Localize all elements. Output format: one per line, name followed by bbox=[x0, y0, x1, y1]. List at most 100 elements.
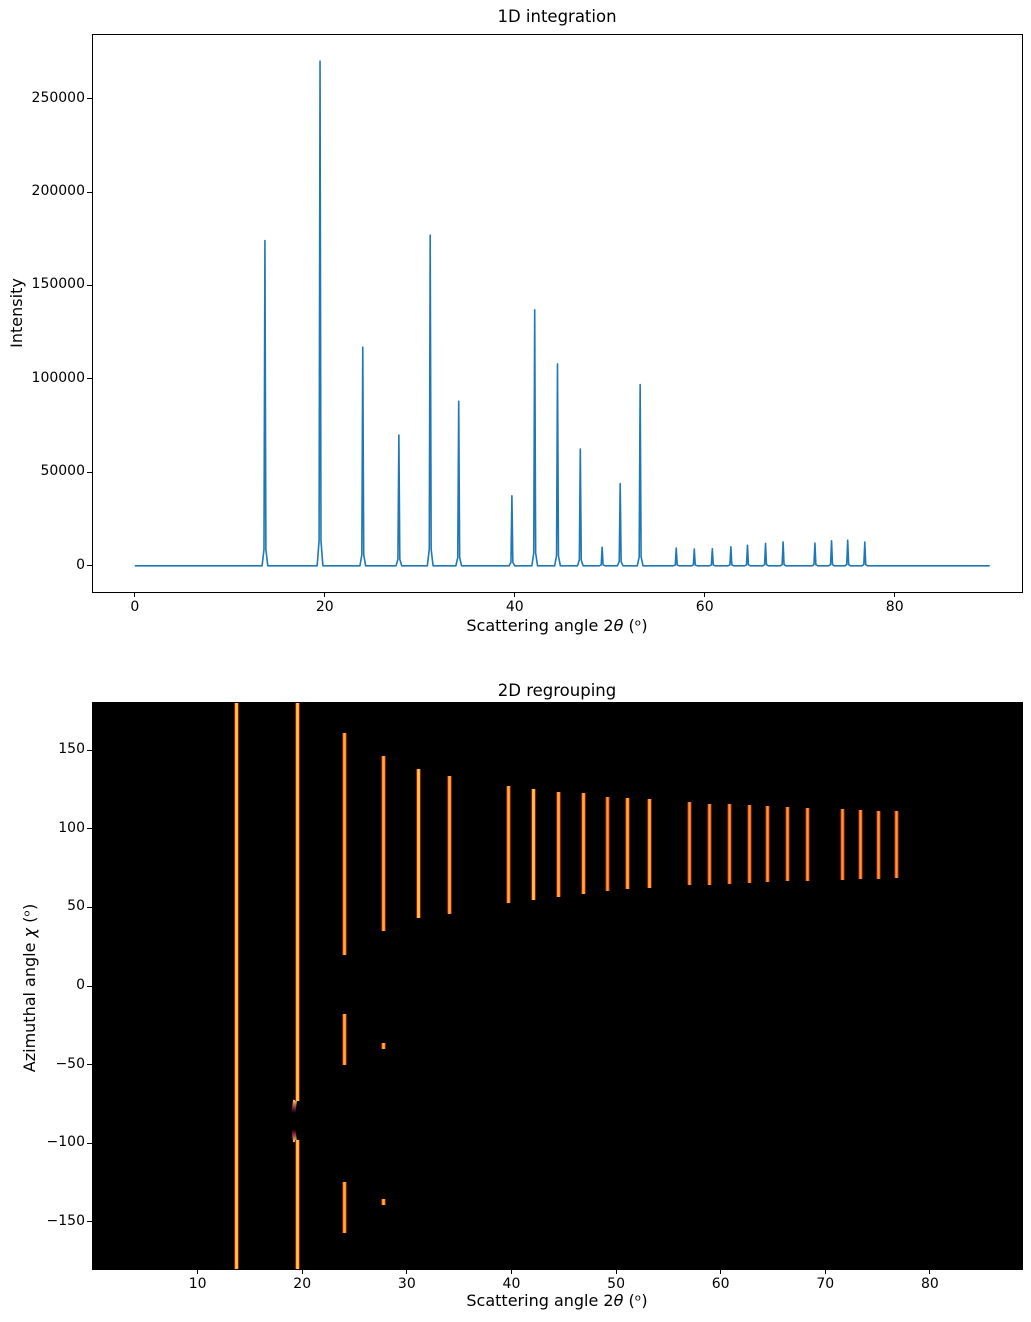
y-tick-label: −150 bbox=[46, 1212, 85, 1229]
theta-symbol: θ bbox=[613, 1291, 624, 1310]
x-tick-mark bbox=[197, 1270, 199, 1274]
1d-x-axis-label-pre: Scattering angle 2 bbox=[466, 616, 614, 635]
x-tick-label: 40 bbox=[502, 1276, 521, 1292]
x-tick-label: 60 bbox=[711, 1276, 730, 1292]
intensity-line bbox=[134, 60, 990, 567]
x-tick-mark bbox=[324, 593, 326, 597]
x-tick-label: 80 bbox=[921, 1276, 939, 1292]
x-tick-mark bbox=[929, 1270, 931, 1274]
2d-x-axis-label: Scattering angle 2θ (ᵒ) bbox=[357, 1291, 757, 1310]
y-tick-label: 50000 bbox=[40, 463, 85, 480]
diffraction-ring-stripe bbox=[646, 798, 654, 888]
x-tick-label: 20 bbox=[293, 1276, 312, 1292]
y-tick-label: 200000 bbox=[31, 183, 85, 199]
x-tick-label: 60 bbox=[695, 599, 714, 615]
1d-x-axis-label: Scattering angle 2θ (ᵒ) bbox=[357, 616, 757, 635]
y-tick-mark bbox=[87, 906, 92, 908]
diffraction-ring-stripe bbox=[380, 756, 388, 931]
diffraction-ring-stripe bbox=[293, 703, 301, 1101]
diffraction-ring-stripe bbox=[340, 1181, 348, 1233]
1d-plot-area bbox=[92, 34, 1023, 593]
x-tick-label: 0 bbox=[130, 599, 140, 615]
diffraction-ring-stripe bbox=[874, 810, 882, 880]
y-tick-label: 250000 bbox=[31, 89, 85, 106]
x-tick-label: 20 bbox=[315, 599, 334, 615]
diffraction-ring-stripe bbox=[380, 1043, 388, 1049]
x-tick-mark bbox=[704, 593, 706, 597]
x-tick-label: 70 bbox=[816, 1276, 835, 1292]
y-tick-label: 150000 bbox=[31, 276, 85, 293]
2d-x-axis-label-post: (ᵒ) bbox=[623, 1291, 648, 1310]
diffraction-ring-stripe bbox=[232, 703, 240, 1269]
diffraction-ring-stripe bbox=[784, 806, 792, 882]
2d-y-axis-label-pre: Azimuthal angle bbox=[20, 937, 39, 1073]
x-tick-label: 80 bbox=[885, 599, 904, 615]
chi-symbol: χ bbox=[20, 927, 39, 938]
diffraction-ring-stripe bbox=[838, 809, 846, 880]
diffraction-ring-stripe bbox=[529, 788, 537, 900]
y-tick-label: 0 bbox=[76, 556, 85, 573]
y-tick-mark bbox=[87, 471, 92, 473]
y-tick-label: 100000 bbox=[31, 369, 85, 386]
x-tick-mark bbox=[894, 593, 896, 597]
x-tick-mark bbox=[615, 1270, 617, 1274]
diffraction-ring-stripe bbox=[555, 791, 563, 898]
diffraction-ring-stripe bbox=[685, 802, 693, 886]
y-tick-label: 0 bbox=[76, 977, 85, 993]
y-tick-label: 150 bbox=[58, 741, 85, 758]
x-tick-label: 10 bbox=[188, 1276, 207, 1292]
y-tick-mark bbox=[87, 378, 92, 380]
x-tick-label: 50 bbox=[607, 1276, 625, 1292]
y-tick-mark bbox=[87, 1142, 92, 1144]
y-tick-mark bbox=[87, 985, 92, 987]
2d-x-axis-label-pre: Scattering angle 2 bbox=[466, 1291, 614, 1310]
y-tick-mark bbox=[87, 191, 92, 193]
diffraction-ring-stripe bbox=[414, 769, 422, 919]
1d-plot-title: 1D integration bbox=[497, 7, 617, 26]
2d-plot-area bbox=[92, 702, 1023, 1270]
y-tick-mark bbox=[87, 565, 92, 567]
theta-symbol: θ bbox=[613, 616, 624, 635]
diffraction-ring-stripe bbox=[764, 805, 772, 883]
y-tick-mark bbox=[87, 1221, 92, 1223]
1d-x-axis-label-post: (ᵒ) bbox=[623, 616, 648, 635]
x-tick-mark bbox=[514, 593, 516, 597]
y-tick-mark bbox=[87, 1064, 92, 1066]
x-tick-mark bbox=[134, 593, 136, 597]
y-tick-mark bbox=[87, 828, 92, 830]
diffraction-ring-stripe bbox=[856, 809, 864, 880]
y-tick-mark bbox=[87, 284, 92, 286]
y-tick-mark bbox=[87, 98, 92, 100]
y-tick-label: 50 bbox=[67, 898, 85, 915]
diffraction-ring-stripe bbox=[580, 793, 588, 894]
x-tick-mark bbox=[824, 1270, 826, 1274]
x-tick-mark bbox=[301, 1270, 303, 1274]
diffraction-ring-stripe bbox=[340, 1013, 348, 1066]
diffraction-ring-stripe bbox=[446, 776, 454, 914]
2d-plot-title: 2D regrouping bbox=[497, 681, 617, 700]
diffraction-ring-stripe bbox=[624, 798, 632, 890]
diffraction-ring-stripe bbox=[893, 811, 901, 879]
x-tick-mark bbox=[406, 1270, 408, 1274]
diffraction-ring-stripe bbox=[504, 786, 512, 903]
diffraction-ring-stripe bbox=[604, 796, 612, 891]
y-tick-label: −50 bbox=[55, 1055, 85, 1072]
diffraction-ring-stripe bbox=[293, 1140, 301, 1269]
diffraction-ring-stripe bbox=[745, 805, 753, 883]
x-tick-label: 40 bbox=[505, 599, 524, 615]
1d-y-axis-label: Intensity bbox=[7, 278, 26, 348]
x-tick-mark bbox=[720, 1270, 722, 1274]
y-tick-label: 100 bbox=[58, 819, 85, 836]
diffraction-ring-stripe bbox=[705, 803, 713, 885]
diffraction-ring-stripe bbox=[803, 807, 811, 881]
1d-diffraction-curve bbox=[134, 60, 990, 567]
diffraction-ring-stripe bbox=[380, 1199, 388, 1205]
y-tick-mark bbox=[87, 749, 92, 751]
diffraction-ring-stripe bbox=[340, 732, 348, 956]
ring-gap-bend bbox=[291, 1099, 298, 1113]
x-tick-mark bbox=[510, 1270, 512, 1274]
x-tick-label: 30 bbox=[397, 1276, 416, 1292]
diffraction-ring-stripe bbox=[725, 804, 733, 884]
y-tick-label: −100 bbox=[46, 1134, 85, 1151]
